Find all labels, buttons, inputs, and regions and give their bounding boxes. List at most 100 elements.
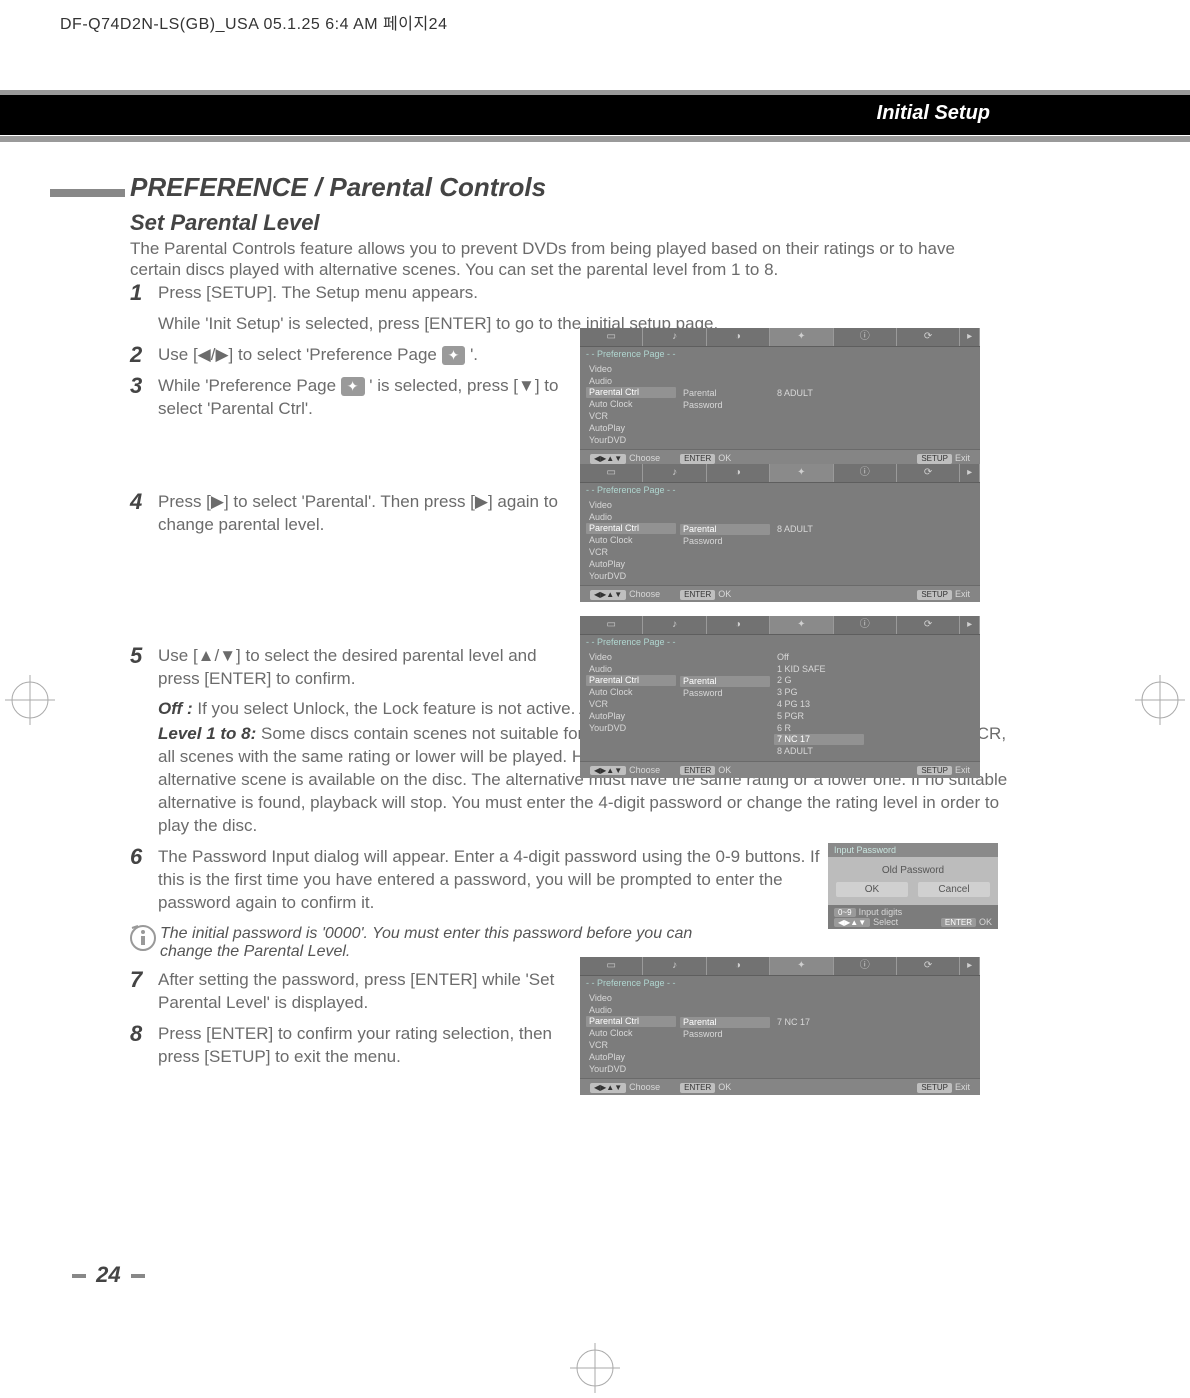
pref-page-icon: ✦ — [341, 377, 365, 396]
osd-item: YourDVD — [586, 571, 676, 582]
tab-icon: ⟳ — [897, 616, 960, 634]
crop-mark-right — [1130, 670, 1190, 730]
osd-columns: Video Audio Parental Ctrl Auto Clock VCR… — [580, 498, 980, 586]
osd-item-selected: Parental Ctrl — [586, 387, 676, 398]
osd-crumb: - - Preference Page - - — [580, 976, 980, 991]
tab-icon-selected: ✦ — [770, 464, 833, 482]
tab-icon: ⟳ — [897, 328, 960, 346]
tab-icon: ◑ — [707, 957, 770, 975]
footer-label: Choose — [629, 453, 660, 463]
footer-label: Exit — [955, 589, 970, 599]
osd-crumb: - - Preference Page - - — [580, 483, 980, 498]
osd-item: AutoPlay — [586, 423, 676, 434]
footer-chip: ◀▶▲▼ — [590, 454, 626, 464]
pwd-cancel-button[interactable]: Cancel — [918, 882, 990, 897]
osd-opt: 1 KID SAFE — [774, 664, 864, 675]
page: DF-Q74D2N-LS(GB)_USA 05.1.25 6:4 AM 페이지2… — [0, 0, 1190, 1398]
pwd-hint: Select — [873, 917, 898, 927]
footer-label: Choose — [629, 765, 660, 775]
osd-value: 8 ADULT — [774, 388, 864, 399]
osd-opt: 5 PGR — [774, 711, 864, 722]
osd-opt: 2 G — [774, 675, 864, 686]
band-label: Initial Setup — [877, 102, 990, 125]
tab-icon: ⓘ — [834, 328, 897, 346]
step-3a: While 'Preference Page — [158, 376, 341, 395]
step-num: 7 — [130, 969, 158, 991]
band-stripe-bottom — [0, 136, 1190, 142]
step-body: Press [ENTER] to confirm your rating sel… — [158, 1023, 570, 1069]
osd-value-col: 8 ADULT — [774, 500, 864, 582]
pwd-label: Old Password — [836, 865, 990, 876]
footer-label: Exit — [955, 1082, 970, 1092]
osd-item: VCR — [586, 1040, 676, 1051]
section-title: PREFERENCE / Parental Controls — [130, 172, 546, 203]
osd-sub-selected: Parental — [680, 676, 770, 687]
step-num: 5 — [130, 645, 158, 667]
subtitle: Set Parental Level — [130, 210, 320, 236]
step-body: Press [▶] to select 'Parental'. Then pre… — [158, 491, 570, 537]
osd-item: Video — [586, 652, 676, 663]
pwd-ok-button[interactable]: OK — [836, 882, 908, 897]
osd-sub-selected: Parental — [680, 1017, 770, 1028]
osd-menu-col: Video Audio Parental Ctrl Auto Clock VCR… — [586, 500, 676, 582]
osd-opt: 8 ADULT — [774, 746, 864, 757]
step-body: After setting the password, press [ENTER… — [158, 969, 570, 1015]
crop-mark-left — [0, 670, 60, 730]
osd-item: Auto Clock — [586, 687, 676, 698]
pwd-chip: 0~9 — [834, 908, 856, 917]
osd-tabs: ▭ ♪ ◑ ✦ ⓘ ⟳ ▸ — [580, 616, 980, 635]
osd-item: YourDVD — [586, 1064, 676, 1075]
osd-crumb: - - Preference Page - - — [580, 635, 980, 650]
step-8: 8 Press [ENTER] to confirm your rating s… — [130, 1023, 570, 1069]
step-num: 2 — [130, 344, 158, 366]
step-5: 5 Use [▲/▼] to select the desired parent… — [130, 645, 570, 691]
footer-chip: ◀▶▲▼ — [590, 590, 626, 600]
osd-item: VCR — [586, 699, 676, 710]
osd-item: Audio — [586, 1005, 676, 1016]
osd-item-selected: Parental Ctrl — [586, 1016, 676, 1027]
step-7: 7 After setting the password, press [ENT… — [130, 969, 570, 1015]
step-4: 4 Press [▶] to select 'Parental'. Then p… — [130, 491, 570, 537]
tab-icon: ⓘ — [834, 957, 897, 975]
footer-chip: SETUP — [917, 454, 952, 464]
tab-icon: ♪ — [643, 464, 706, 482]
osd-item: Audio — [586, 512, 676, 523]
osd-columns: Video Audio Parental Ctrl Auto Clock VCR… — [580, 650, 980, 761]
pwd-chip: ENTER — [941, 918, 976, 927]
footer-label: Choose — [629, 1082, 660, 1092]
osd-item: Auto Clock — [586, 535, 676, 546]
osd-footer: ◀▶▲▼Choose ENTEROK SETUPExit — [580, 761, 980, 778]
step-body: Use [▲/▼] to select the desired parental… — [158, 645, 570, 691]
osd-menu-col: Video Audio Parental Ctrl Auto Clock VCR… — [586, 652, 676, 757]
pwd-hint: OK — [979, 917, 992, 927]
step-num: 1 — [130, 282, 158, 304]
osd-item: VCR — [586, 411, 676, 422]
osd-item: Auto Clock — [586, 1028, 676, 1039]
tab-icon: ⟳ — [897, 957, 960, 975]
pwd-body: Old Password OK Cancel — [828, 857, 998, 905]
osd-columns: Video Audio Parental Ctrl Auto Clock VCR… — [580, 362, 980, 450]
black-band — [0, 95, 1190, 135]
osd-item: Audio — [586, 376, 676, 387]
osd-footer: ◀▶▲▼Choose ENTEROK SETUPExit — [580, 585, 980, 602]
note-row: The initial password is '0000'. You must… — [130, 925, 980, 961]
osd-item: Video — [586, 993, 676, 1004]
osd-item: Audio — [586, 664, 676, 675]
osd-item: Video — [586, 364, 676, 375]
lvl-label: Level 1 to 8: — [158, 724, 256, 743]
osd-footer: ◀▶▲▼Choose ENTEROK SETUPExit — [580, 1078, 980, 1095]
step-body: The Password Input dialog will appear. E… — [158, 846, 820, 915]
osd-value-col: 8 ADULT — [774, 364, 864, 446]
tab-icon: ▭ — [580, 464, 643, 482]
footer-label: OK — [718, 1082, 731, 1092]
osd-submenu-col: Parental Password — [680, 993, 770, 1075]
step-num: 3 — [130, 375, 158, 397]
osd-screenshot-2: ▭ ♪ ◑ ✦ ⓘ ⟳ ▸ - - Preference Page - - Vi… — [580, 464, 980, 602]
osd-opt: 3 PG — [774, 687, 864, 698]
pwd-header: Input Password — [828, 843, 998, 857]
osd-item-selected: Parental Ctrl — [586, 523, 676, 534]
footer-chip: SETUP — [917, 766, 952, 776]
tab-icon: ◑ — [707, 464, 770, 482]
osd-item: VCR — [586, 547, 676, 558]
footer-label: Exit — [955, 765, 970, 775]
